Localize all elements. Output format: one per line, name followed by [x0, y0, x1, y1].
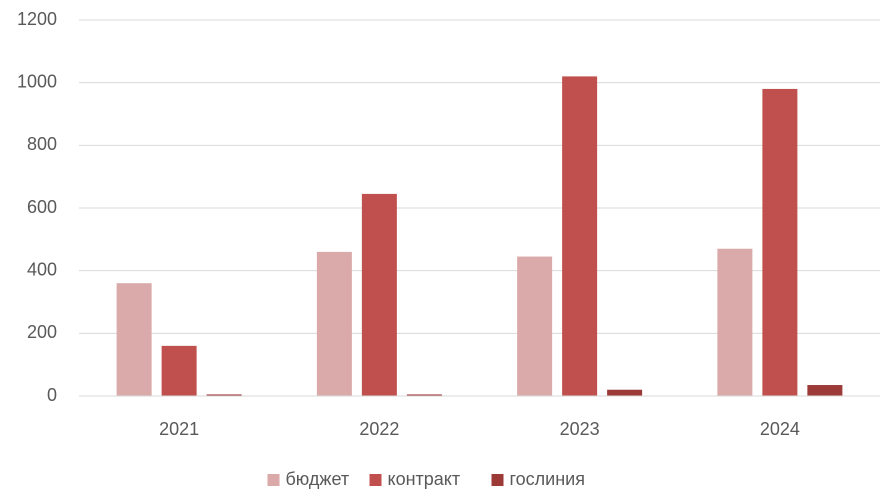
y-tick-label: 1200 — [17, 9, 57, 29]
legend-swatch — [369, 474, 382, 486]
legend-label: бюджет — [286, 469, 350, 489]
legend-label: гослиния — [510, 469, 585, 489]
x-tick-label: 2022 — [359, 419, 399, 439]
y-tick-label: 1000 — [17, 71, 57, 91]
y-tick-label: 200 — [27, 322, 57, 342]
y-tick-label: 0 — [47, 385, 57, 405]
bar — [316, 251, 352, 396]
bar — [361, 193, 397, 396]
x-tick-label: 2023 — [560, 419, 600, 439]
y-tick-label: 600 — [27, 197, 57, 217]
bar — [517, 256, 553, 396]
bar — [116, 283, 152, 396]
bar — [161, 345, 197, 396]
bar — [762, 88, 798, 396]
bar — [206, 394, 242, 396]
bar — [562, 76, 598, 397]
legend-label: контракт — [388, 469, 461, 489]
y-tick-label: 800 — [27, 134, 57, 154]
y-tick-label: 400 — [27, 259, 57, 279]
bar — [717, 248, 753, 396]
bar — [607, 389, 643, 396]
x-tick-label: 2021 — [159, 419, 199, 439]
legend-swatch — [267, 474, 280, 486]
bar — [807, 385, 843, 396]
x-tick-label: 2024 — [760, 419, 800, 439]
bar — [406, 394, 442, 396]
legend-swatch — [491, 474, 504, 486]
